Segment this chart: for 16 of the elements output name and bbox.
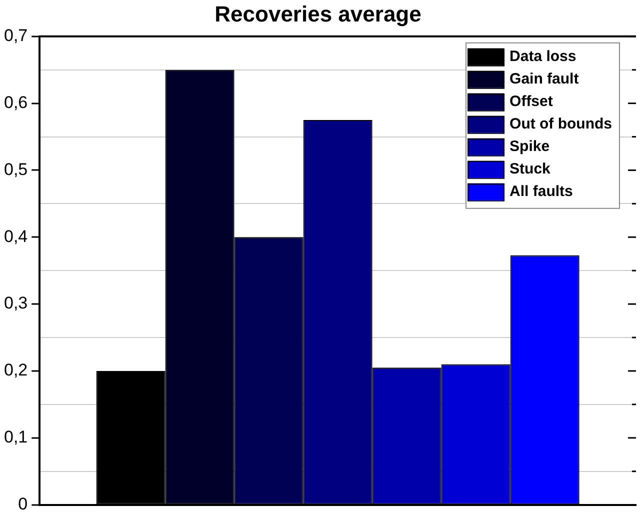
y-tick-label: 0,6 <box>4 93 28 112</box>
legend-label: Data loss <box>510 48 576 66</box>
y-tick-label: 0,1 <box>4 428 28 447</box>
y-tick-label: 0,5 <box>4 160 28 179</box>
legend-label: Gain fault <box>510 70 579 88</box>
y-tick-label: 0,3 <box>4 294 28 313</box>
legend-label: Spike <box>510 138 550 156</box>
legend-label: Stuck <box>510 160 552 178</box>
chart-title: Recoveries average <box>214 1 422 26</box>
legend-label: Out of bounds <box>510 116 612 133</box>
y-tick-label: 0,4 <box>4 226 28 246</box>
legend-label: Offset <box>510 93 553 110</box>
y-tick-label: 0,2 <box>4 360 28 380</box>
y-tick-label: 0 <box>18 494 28 514</box>
y-tick-label: 0,7 <box>4 26 28 46</box>
legend-label: All faults <box>510 183 573 200</box>
